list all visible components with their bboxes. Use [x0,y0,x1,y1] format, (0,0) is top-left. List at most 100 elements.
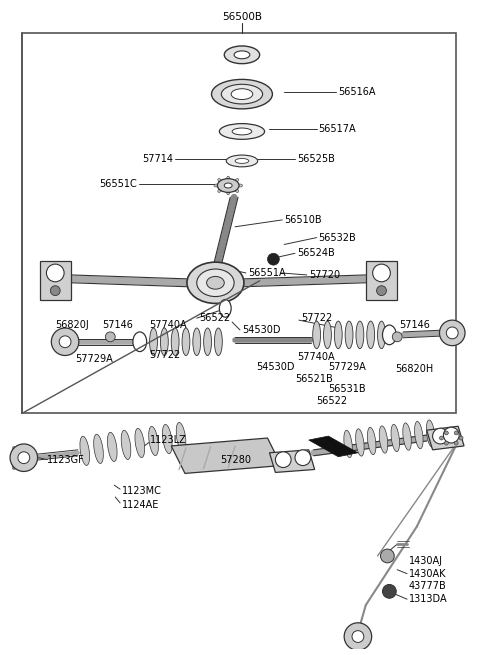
Circle shape [392,332,402,342]
Ellipse shape [121,430,131,460]
Ellipse shape [235,159,249,163]
Ellipse shape [231,88,253,100]
Ellipse shape [221,84,263,104]
Circle shape [59,336,71,348]
Text: 1123LZ: 1123LZ [150,435,186,445]
Bar [22,33,456,413]
Circle shape [344,623,372,650]
Circle shape [47,264,64,282]
Text: 56551A: 56551A [248,268,286,278]
Ellipse shape [193,328,201,356]
Text: 56820J: 56820J [55,320,89,330]
Text: 57722: 57722 [301,313,332,323]
Text: 56522: 56522 [317,396,348,405]
Ellipse shape [232,128,252,135]
Text: 56551C: 56551C [99,179,137,189]
Text: 1124AE: 1124AE [122,500,159,510]
Text: 56522: 56522 [199,313,230,323]
Circle shape [276,452,291,468]
Polygon shape [427,426,464,450]
Ellipse shape [218,179,222,183]
Text: 54530D: 54530D [242,325,280,335]
Ellipse shape [224,46,260,64]
Ellipse shape [212,79,273,109]
Ellipse shape [135,428,144,458]
Text: 56500B: 56500B [222,12,262,22]
Ellipse shape [227,176,230,181]
Circle shape [50,286,60,295]
Circle shape [372,264,390,282]
Ellipse shape [238,184,242,187]
Ellipse shape [378,321,385,348]
Ellipse shape [217,179,239,193]
Circle shape [383,584,396,598]
Text: 43777B: 43777B [409,582,447,591]
Ellipse shape [235,189,239,193]
Ellipse shape [426,420,435,447]
Ellipse shape [108,432,117,462]
Ellipse shape [160,328,168,356]
Ellipse shape [187,262,244,303]
Text: 1430AJ: 1430AJ [409,556,443,566]
Text: 57714: 57714 [142,154,173,164]
Ellipse shape [367,321,374,348]
Circle shape [454,431,458,435]
Circle shape [432,428,448,444]
Ellipse shape [215,328,222,356]
Text: 57729A: 57729A [75,354,113,364]
Circle shape [10,444,37,472]
Ellipse shape [204,328,212,356]
Ellipse shape [403,423,411,450]
Ellipse shape [80,436,90,466]
Text: 57146: 57146 [399,320,430,330]
Circle shape [459,436,463,440]
Ellipse shape [133,332,147,352]
Ellipse shape [379,426,388,453]
Circle shape [440,436,444,440]
Circle shape [51,328,79,356]
Ellipse shape [345,321,353,348]
Text: 1313DA: 1313DA [409,594,448,604]
Text: 57722: 57722 [150,350,181,360]
Circle shape [267,253,279,265]
Ellipse shape [162,424,172,454]
Ellipse shape [312,321,321,348]
Polygon shape [269,450,315,472]
Text: 56532B: 56532B [319,233,356,242]
Circle shape [381,549,394,563]
Text: 56820H: 56820H [395,364,433,374]
Text: 57280: 57280 [220,455,252,464]
Ellipse shape [182,328,190,356]
Circle shape [444,431,448,435]
Ellipse shape [227,190,230,195]
Ellipse shape [234,51,250,59]
Ellipse shape [219,299,231,317]
Circle shape [18,452,30,464]
Ellipse shape [415,421,423,449]
Ellipse shape [171,328,179,356]
Text: 1430AK: 1430AK [409,569,446,578]
Ellipse shape [224,183,232,188]
Text: 57720: 57720 [309,270,340,280]
Text: 1123GF: 1123GF [48,455,85,464]
Circle shape [446,327,458,339]
Text: 54530D: 54530D [256,362,294,372]
Ellipse shape [150,328,157,356]
Ellipse shape [356,429,364,456]
Circle shape [352,631,364,643]
Polygon shape [309,436,358,457]
Text: 57740A: 57740A [150,320,187,330]
Circle shape [377,286,386,295]
Ellipse shape [214,184,219,187]
Polygon shape [171,438,281,474]
Text: 56524B: 56524B [297,248,335,258]
Ellipse shape [383,325,396,345]
Ellipse shape [226,155,258,167]
Ellipse shape [149,426,158,456]
Ellipse shape [219,124,264,140]
Text: 56516A: 56516A [338,87,376,97]
Text: 57740A: 57740A [297,352,335,362]
Text: 56521B: 56521B [295,374,333,384]
Circle shape [444,427,459,443]
Circle shape [295,450,311,466]
